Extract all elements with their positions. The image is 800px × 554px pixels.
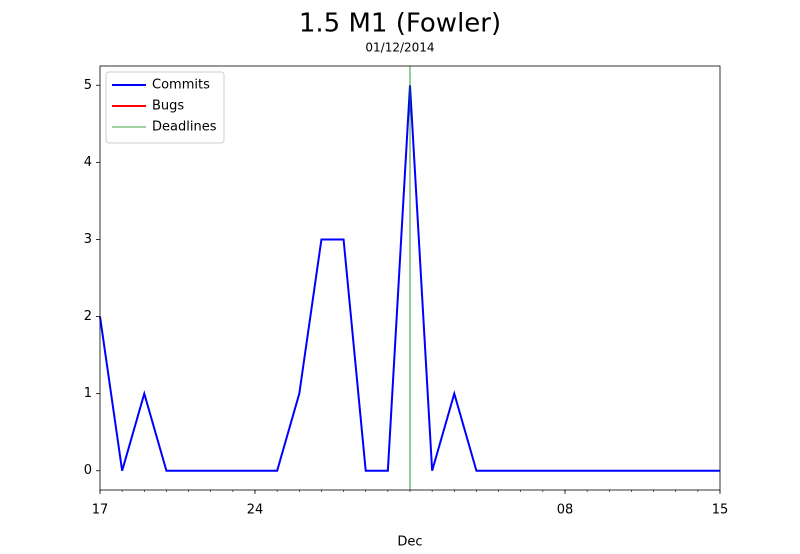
x-tick-label: 17 (92, 503, 109, 518)
y-tick-label: 3 (84, 232, 92, 247)
y-tick-label: 4 (84, 155, 92, 170)
y-tick-label: 5 (84, 78, 92, 93)
legend-frame (105, 71, 225, 144)
chart-subtitle: 01/12/2014 (365, 41, 434, 55)
legend-label: Commits (152, 78, 210, 93)
x-tick-label: 24 (247, 503, 264, 518)
y-tick-label: 1 (84, 386, 92, 401)
legend: Commits Bugs Deadlines (105, 71, 225, 144)
chart-title: 1.5 M1 (Fowler) (299, 9, 501, 39)
legend-label: Bugs (152, 99, 184, 114)
y-tick-label: 2 (84, 309, 92, 324)
y-tick-label: 0 (84, 463, 92, 478)
x-axis-label: Dec (397, 535, 422, 550)
x-tick-label: 08 (557, 503, 574, 518)
x-tick-label: 15 (712, 503, 729, 518)
legend-label: Deadlines (152, 120, 217, 135)
plot-frame (99, 65, 721, 491)
